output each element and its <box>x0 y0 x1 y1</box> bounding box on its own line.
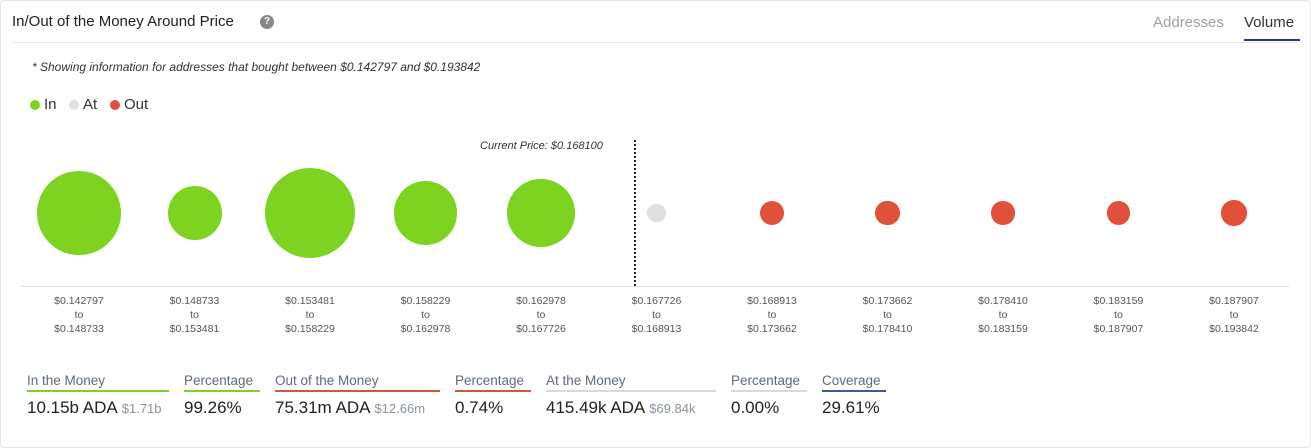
stat-usd-value: $12.66m <box>374 401 426 416</box>
stat-label: Coverage <box>822 373 886 392</box>
legend-out-label: Out <box>124 96 149 113</box>
range-from: $0.162978 <box>516 295 566 307</box>
range-to-word: to <box>767 309 777 321</box>
range-label: $0.187907 to $0.193842 <box>1184 294 1284 336</box>
range-from: $0.178410 <box>978 295 1028 307</box>
range-to: $0.183159 <box>978 323 1028 335</box>
range-to: $0.167726 <box>516 323 566 335</box>
stat-value: 29.61% <box>822 398 880 417</box>
legend-at-label: At <box>83 96 98 113</box>
bubble-out[interactable] <box>875 200 900 226</box>
range-label: $0.153481 to $0.158229 <box>260 294 360 336</box>
legend-in-label: In <box>44 96 57 113</box>
stat-value: 415.49k ADA $69.84k <box>546 398 696 417</box>
current-price-label: Current Price: $0.168100 <box>480 140 603 152</box>
tab-addresses[interactable]: Addresses <box>1153 14 1224 31</box>
axis-line <box>21 286 1289 287</box>
legend-at-dot <box>69 100 79 110</box>
stat-block: At the Money 415.49k ADA $69.84k <box>546 372 716 418</box>
range-from: $0.168913 <box>747 295 797 307</box>
range-to-word: to <box>1114 309 1123 321</box>
stat-value: 99.26% <box>184 398 242 417</box>
stat-value: 10.15b ADA $1.71b <box>27 398 162 417</box>
header-divider <box>12 42 1299 43</box>
bubble-in[interactable] <box>37 171 121 255</box>
stat-label: At the Money <box>546 373 716 392</box>
stat-block: Percentage 0.74% <box>455 372 531 418</box>
range-label: $0.162978 to $0.167726 <box>491 294 591 336</box>
bubble-out[interactable] <box>1221 200 1247 226</box>
range-label: $0.173662 to $0.178410 <box>838 294 938 336</box>
range-label: $0.142797 to $0.148733 <box>29 294 129 336</box>
stat-block: Out of the Money 75.31m ADA $12.66m <box>275 372 440 418</box>
stat-value: 0.00% <box>731 398 780 417</box>
bubble-out[interactable] <box>991 201 1015 225</box>
bubble-at[interactable] <box>647 203 666 223</box>
range-from: $0.153481 <box>285 295 335 307</box>
range-to-word: to <box>190 309 199 321</box>
range-to: $0.153481 <box>169 323 220 335</box>
bubble-in[interactable] <box>393 181 458 245</box>
range-from: $0.167726 <box>631 295 682 307</box>
range-to: $0.162978 <box>400 323 451 335</box>
stat-label: Percentage <box>455 373 531 392</box>
range-from: $0.173662 <box>862 295 913 307</box>
range-to: $0.173662 <box>747 323 797 335</box>
range-note: * Showing information for addresses that… <box>32 60 481 74</box>
range-label: $0.178410 to $0.183159 <box>953 294 1053 336</box>
stat-usd-value: $69.84k <box>649 401 696 416</box>
stat-label: Out of the Money <box>275 373 440 392</box>
bubble-in[interactable] <box>167 186 222 240</box>
active-tab-indicator <box>1244 39 1300 41</box>
range-label: $0.183159 to $0.187907 <box>1069 294 1169 336</box>
stat-value: 75.31m ADA $12.66m <box>275 398 426 417</box>
tab-volume[interactable]: Volume <box>1244 14 1295 31</box>
stat-label: In the Money <box>27 373 169 392</box>
range-to-word: to <box>305 309 315 321</box>
range-to-word: to <box>421 309 430 321</box>
bubble-in[interactable] <box>265 168 355 258</box>
bubble-out[interactable] <box>1106 201 1131 225</box>
range-label: $0.168913 to $0.173662 <box>722 294 822 336</box>
range-from: $0.187907 <box>1209 295 1259 307</box>
stat-block: Coverage 29.61% <box>822 372 886 418</box>
range-to: $0.187907 <box>1093 323 1144 335</box>
range-to-word: to <box>652 309 661 321</box>
range-to: $0.158229 <box>285 323 335 335</box>
stat-block: Percentage 99.26% <box>184 372 260 418</box>
range-from: $0.158229 <box>400 295 451 307</box>
stat-usd-value: $1.71b <box>121 401 162 416</box>
range-to: $0.193842 <box>1209 323 1259 335</box>
range-to-word: to <box>536 309 546 321</box>
range-to: $0.168913 <box>631 323 682 335</box>
range-label: $0.167726 to $0.168913 <box>607 294 707 336</box>
range-to-word: to <box>1229 309 1239 321</box>
stat-value: 0.74% <box>455 398 504 417</box>
card-title: In/Out of the Money Around Price <box>12 13 234 30</box>
stat-label: Percentage <box>731 373 807 392</box>
bubble-in[interactable] <box>507 179 575 247</box>
range-to: $0.148733 <box>54 323 104 335</box>
range-to-word: to <box>74 309 84 321</box>
stat-label: Percentage <box>184 373 260 392</box>
current-price-line <box>634 140 636 286</box>
range-to: $0.178410 <box>862 323 913 335</box>
stat-block: Percentage 0.00% <box>731 372 807 418</box>
bubble-out[interactable] <box>759 200 785 226</box>
range-from: $0.142797 <box>54 295 104 307</box>
range-label: $0.158229 to $0.162978 <box>376 294 476 336</box>
range-to-word: to <box>998 309 1008 321</box>
range-label: $0.148733 to $0.153481 <box>145 294 245 336</box>
stat-block: In the Money 10.15b ADA $1.71b <box>27 372 169 418</box>
legend-out-dot <box>110 100 120 110</box>
range-from: $0.183159 <box>1093 295 1144 307</box>
range-from: $0.148733 <box>169 295 220 307</box>
legend-in-dot <box>30 100 40 110</box>
question-circle-icon[interactable]: ? <box>260 15 274 29</box>
range-to-word: to <box>883 309 892 321</box>
